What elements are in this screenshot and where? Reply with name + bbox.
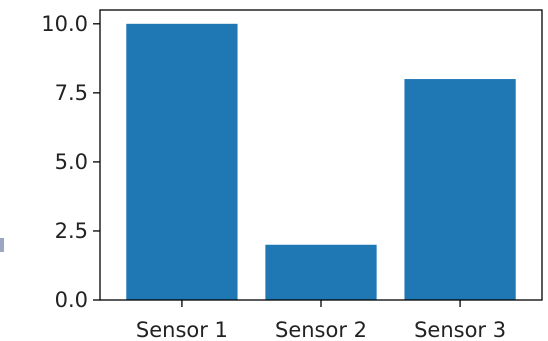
y-tick-label: 2.5 bbox=[55, 219, 88, 243]
x-tick-label: Sensor 1 bbox=[136, 318, 228, 341]
bar-sensor-2 bbox=[265, 244, 377, 300]
edge-artifact bbox=[0, 238, 4, 252]
axes-frame bbox=[99, 9, 543, 301]
y-tick-label: 10.0 bbox=[41, 12, 88, 36]
x-tick-label: Sensor 2 bbox=[275, 318, 367, 341]
y-tick-label: 7.5 bbox=[55, 81, 88, 105]
y-tick-label: 5.0 bbox=[55, 150, 88, 174]
x-axis-ticks: Sensor 1 Sensor 2 Sensor 3 bbox=[136, 300, 506, 341]
bar-sensor-3 bbox=[404, 79, 516, 300]
x-tick-label: Sensor 3 bbox=[414, 318, 506, 341]
bars-group bbox=[126, 23, 516, 301]
bar-sensor-1 bbox=[126, 23, 238, 301]
y-axis-ticks: 0.0 2.5 5.0 7.5 10.0 bbox=[41, 12, 100, 312]
y-tick-label: 0.0 bbox=[55, 288, 88, 312]
